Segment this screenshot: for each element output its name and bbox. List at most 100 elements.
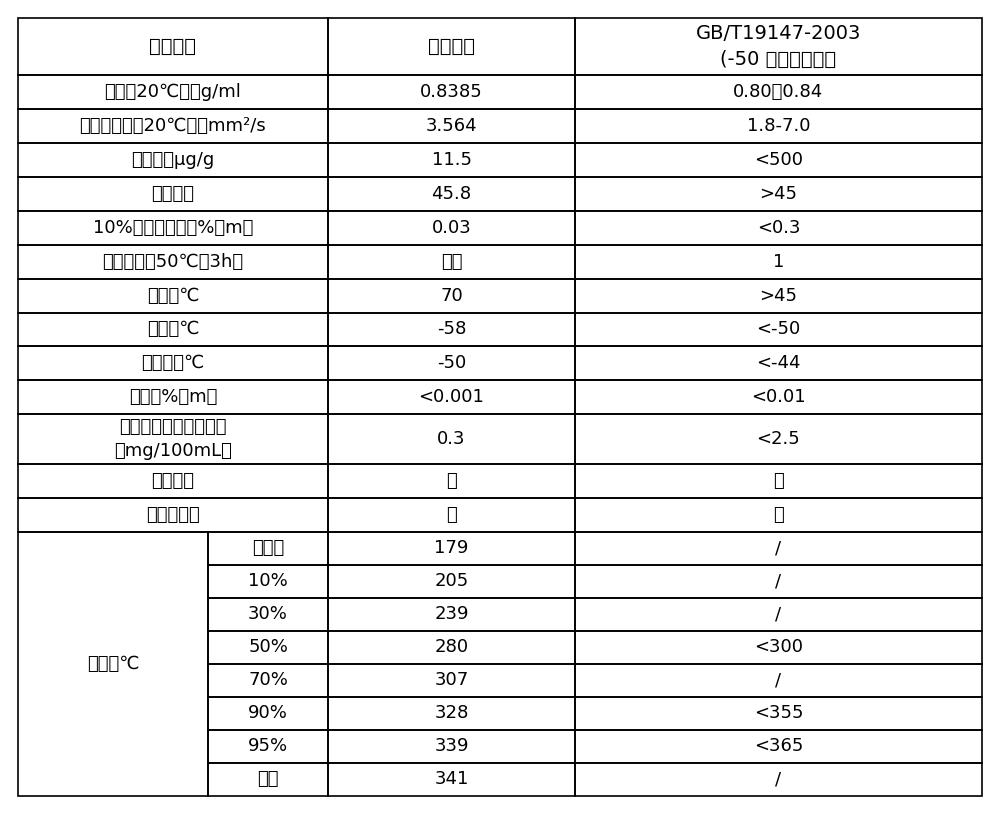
Text: 灰分，%（m）: 灰分，%（m）: [129, 389, 217, 406]
Bar: [575, 211, 982, 245]
Bar: [328, 464, 575, 498]
Text: GB/T19147-2003
(-50 号车用柴油）: GB/T19147-2003 (-50 号车用柴油）: [696, 24, 861, 68]
Bar: [328, 532, 575, 565]
Text: <500: <500: [754, 150, 803, 169]
Bar: [575, 18, 982, 75]
Bar: [575, 143, 982, 176]
Text: 0.03: 0.03: [432, 219, 471, 237]
Bar: [575, 498, 982, 532]
Text: 无: 无: [446, 472, 457, 490]
Bar: [18, 346, 328, 380]
Text: 10%: 10%: [248, 572, 288, 590]
Text: 307: 307: [434, 672, 469, 689]
Text: 328: 328: [434, 704, 469, 723]
Text: 3.564: 3.564: [426, 117, 477, 135]
Bar: [328, 143, 575, 176]
Text: 运动粘度，（20℃），mm²/s: 运动粘度，（20℃），mm²/s: [80, 117, 266, 135]
Bar: [328, 498, 575, 532]
Text: 合格: 合格: [441, 253, 462, 271]
Text: 0.8385: 0.8385: [420, 83, 483, 101]
Text: 无: 无: [773, 506, 784, 524]
Bar: [575, 176, 982, 211]
Text: 1: 1: [773, 253, 784, 271]
Bar: [575, 532, 982, 565]
Bar: [328, 730, 575, 763]
Bar: [328, 312, 575, 346]
Bar: [328, 109, 575, 143]
Text: 1.8-7.0: 1.8-7.0: [747, 117, 810, 135]
Bar: [328, 415, 575, 464]
Text: /: /: [775, 672, 782, 689]
Text: 90%: 90%: [248, 704, 288, 723]
Text: -58: -58: [437, 320, 466, 338]
Bar: [575, 565, 982, 598]
Text: <-44: <-44: [756, 354, 801, 372]
Text: 无: 无: [446, 506, 457, 524]
Text: 10%蒸馏物残炭，%（m）: 10%蒸馏物残炭，%（m）: [93, 219, 253, 237]
Bar: [575, 346, 982, 380]
Bar: [18, 18, 328, 75]
Bar: [575, 730, 982, 763]
Bar: [208, 631, 328, 664]
Text: /: /: [775, 771, 782, 789]
Text: 45.8: 45.8: [431, 185, 472, 202]
Bar: [328, 176, 575, 211]
Bar: [18, 532, 208, 796]
Bar: [18, 312, 328, 346]
Text: 闪点，℃: 闪点，℃: [147, 286, 199, 305]
Bar: [208, 763, 328, 796]
Text: 凝点，℃: 凝点，℃: [147, 320, 199, 338]
Bar: [575, 664, 982, 697]
Bar: [328, 380, 575, 415]
Bar: [208, 664, 328, 697]
Bar: [328, 565, 575, 598]
Bar: [328, 245, 575, 279]
Text: 339: 339: [434, 737, 469, 755]
Text: 密度（20℃），g/ml: 密度（20℃），g/ml: [105, 83, 241, 101]
Text: 馏程，℃: 馏程，℃: [87, 655, 139, 673]
Bar: [328, 75, 575, 109]
Bar: [18, 380, 328, 415]
Text: 70: 70: [440, 286, 463, 305]
Bar: [18, 75, 328, 109]
Bar: [18, 176, 328, 211]
Text: 0.80～0.84: 0.80～0.84: [733, 83, 824, 101]
Bar: [18, 109, 328, 143]
Text: <0.001: <0.001: [419, 389, 484, 406]
Bar: [575, 697, 982, 730]
Bar: [575, 380, 982, 415]
Text: /: /: [775, 539, 782, 557]
Text: -50: -50: [437, 354, 466, 372]
Bar: [18, 464, 328, 498]
Bar: [18, 279, 328, 312]
Text: <355: <355: [754, 704, 803, 723]
Text: 低凝柴油: 低凝柴油: [428, 37, 475, 56]
Text: <0.01: <0.01: [751, 389, 806, 406]
Text: 179: 179: [434, 539, 469, 557]
Bar: [328, 598, 575, 631]
Bar: [328, 346, 575, 380]
Bar: [18, 415, 328, 464]
Bar: [328, 279, 575, 312]
Text: <300: <300: [754, 638, 803, 656]
Bar: [575, 245, 982, 279]
Bar: [208, 697, 328, 730]
Bar: [18, 245, 328, 279]
Text: 30%: 30%: [248, 606, 288, 624]
Bar: [18, 211, 328, 245]
Bar: [575, 763, 982, 796]
Text: 分析项目: 分析项目: [150, 37, 196, 56]
Text: 11.5: 11.5: [432, 150, 472, 169]
Bar: [18, 143, 328, 176]
Text: 铜片腐蚀（50℃，3h）: 铜片腐蚀（50℃，3h）: [102, 253, 244, 271]
Text: 冷滤点，℃: 冷滤点，℃: [141, 354, 205, 372]
Text: 70%: 70%: [248, 672, 288, 689]
Text: 氧化安定性总不溶物，
（mg/100mL）: 氧化安定性总不溶物， （mg/100mL）: [114, 419, 232, 460]
Bar: [328, 18, 575, 75]
Text: <0.3: <0.3: [757, 219, 800, 237]
Bar: [575, 75, 982, 109]
Text: 341: 341: [434, 771, 469, 789]
Text: /: /: [775, 606, 782, 624]
Bar: [575, 464, 982, 498]
Text: 95%: 95%: [248, 737, 288, 755]
